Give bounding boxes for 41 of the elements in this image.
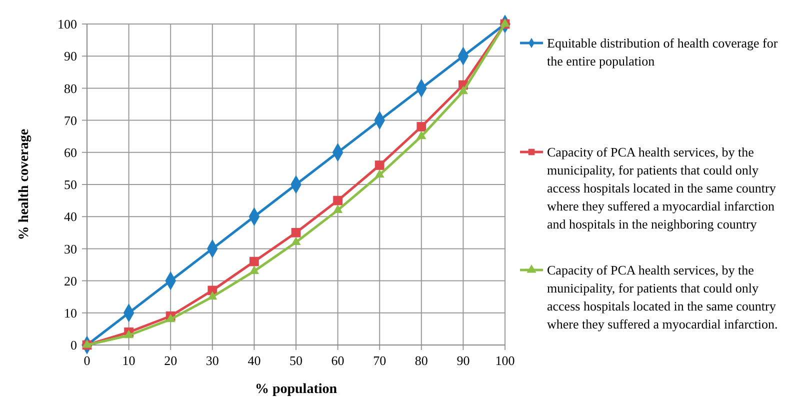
legend-label: Capacity of PCA health services, by the municipality, for patients that could only access hospitals located in the same country where they suffered a myocardial infarction. [547,262,778,332]
y-tick-label: 30 [64,241,77,256]
point [374,169,384,178]
point [291,228,301,238]
point [416,122,426,132]
y-tick-label: 50 [64,177,77,192]
x-tick-label: 70 [373,353,386,368]
point [332,204,343,213]
x-tick-label: 30 [206,353,219,368]
point [208,291,218,300]
legend-label: Equitable distribution of health coverage for the entire population [547,36,778,69]
y-tick-label: 100 [58,16,77,32]
y-tick-label: 70 [64,112,77,128]
x-tick-label: 90 [456,353,470,368]
point [291,236,301,246]
x-tick-label: 50 [290,353,302,368]
x-tick-label: 100 [495,353,515,368]
point [249,266,260,274]
point [250,256,259,266]
legend-label: Capacity of PCA health services, by the municipality, for patients that could only access hospitals located in the same country where they suffered a myocardial infarction and hospitals in the neighboring country [547,144,776,232]
x-tick-label: 0 [84,353,90,368]
point [416,130,426,140]
point [374,160,384,170]
point [458,86,468,94]
y-tick-label: 10 [64,305,77,320]
x-tick-label: 80 [414,353,428,368]
y-tick-label: 80 [64,80,77,96]
x-tick-label: 10 [122,353,136,368]
point [333,196,342,206]
y-tick-label: 0 [70,338,77,353]
x-tick-label: 40 [248,353,261,368]
y-axis-title: % health coverage [17,128,32,240]
y-tick-label: 40 [64,209,77,224]
y-tick-label: 60 [64,144,77,160]
x-tick-label: 20 [164,353,178,368]
y-tick-label: 20 [64,273,77,288]
x-axis-title: % population [254,382,338,397]
y-tick-label: 90 [64,48,77,64]
x-tick-label: 60 [331,353,344,368]
point [124,330,134,338]
point [166,314,176,322]
